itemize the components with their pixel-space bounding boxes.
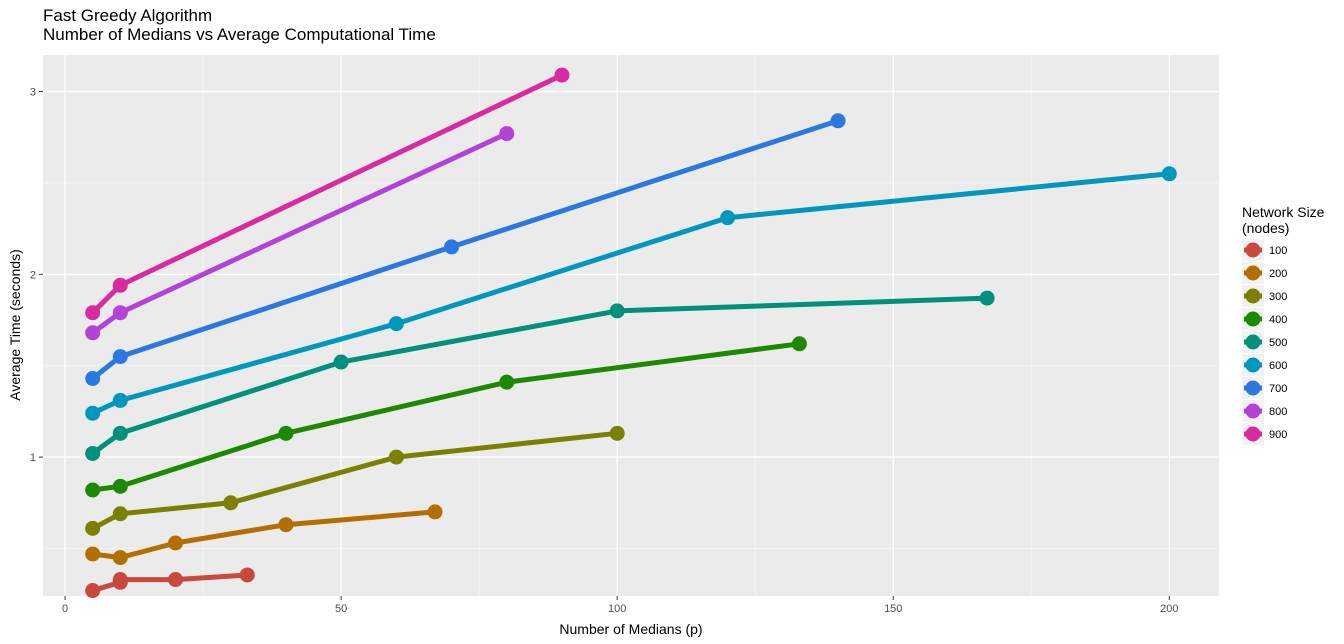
data-point-500 [112,425,128,441]
data-point-900 [112,277,128,293]
data-point-700 [830,113,846,129]
data-point-700 [112,349,128,365]
legend-key-point [1245,242,1261,258]
series-400 [85,336,807,498]
data-point-600 [388,316,404,332]
data-point-300 [112,506,128,522]
legend-key-point [1245,426,1261,442]
data-point-500 [609,303,625,319]
data-point-700 [444,239,460,255]
legend-key-point [1245,334,1261,350]
x-tick-label: 0 [62,603,68,615]
data-point-200 [427,504,443,520]
data-point-500 [85,445,101,461]
data-point-800 [85,325,101,341]
x-tick-label: 150 [884,603,902,615]
data-point-200 [278,517,294,533]
series-200 [85,504,443,566]
legend: Network Size (nodes) 100 200 300 400 500 600 7… [1242,204,1325,445]
legend-label: 900 [1269,429,1287,441]
data-point-200 [112,550,128,566]
data-point-800 [112,305,128,321]
legend-key-point [1245,357,1261,373]
series-700 [85,113,846,387]
legend-label: 300 [1269,291,1287,303]
data-point-300 [388,449,404,465]
data-point-100 [85,583,101,599]
legend-item-700: 700 [1242,377,1287,399]
data-point-800 [499,126,515,142]
data-point-100 [112,572,128,588]
x-tick-label: 200 [1160,603,1178,615]
series-500 [85,290,995,461]
legend-key-point [1245,265,1261,281]
data-point-400 [791,336,807,352]
series-100 [85,567,255,599]
series-600 [85,166,1177,421]
legend-label: 400 [1269,314,1287,326]
chart-subtitle: Number of Medians vs Average Computation… [43,25,436,44]
series-line-700 [91,118,839,381]
y-tick-label: 1 [30,452,36,464]
legend-label: 200 [1269,268,1287,280]
data-point-400 [112,478,128,494]
legend-label: 100 [1269,245,1287,257]
data-point-400 [85,482,101,498]
legend-item-300: 300 [1242,285,1287,307]
data-point-200 [85,546,101,562]
y-tick-label: 3 [30,87,36,99]
legend-key-point [1245,288,1261,304]
data-point-100 [168,572,184,588]
data-point-300 [85,520,101,536]
legend-item-500: 500 [1242,331,1287,353]
data-point-400 [278,425,294,441]
data-point-600 [112,392,128,408]
legend-item-600: 600 [1242,354,1287,376]
legend-key-point [1245,311,1261,327]
data-point-600 [1161,166,1177,182]
y-axis-title: Average Time (seconds) [7,249,23,400]
data-point-700 [85,371,101,387]
data-point-300 [609,425,625,441]
legend-label: 800 [1269,406,1287,418]
data-point-200 [168,535,184,551]
plot-panel [43,55,1219,596]
legend-key-point [1245,403,1261,419]
data-point-500 [979,290,995,306]
axes: 0 50 100 150 200 1 2 3 [30,87,1179,615]
x-tick-label: 50 [335,603,347,615]
legend-item-100: 100 [1242,239,1287,261]
series-900 [85,67,570,321]
x-axis-title: Number of Medians (p) [559,621,702,637]
x-tick-label: 100 [608,603,626,615]
gridlines [43,55,1219,596]
legend-item-200: 200 [1242,262,1287,284]
series-layer [85,67,1177,599]
legend-label: 600 [1269,360,1287,372]
legend-title-line1: Network Size [1242,204,1325,220]
legend-item-400: 400 [1242,308,1287,330]
legend-item-800: 800 [1242,400,1287,422]
data-point-600 [85,405,101,421]
legend-title-line2: (nodes) [1242,220,1289,236]
data-point-500 [333,354,349,370]
series-800 [85,126,515,341]
data-point-900 [85,305,101,321]
y-tick-label: 2 [30,269,36,281]
data-point-300 [223,495,239,511]
legend-label: 700 [1269,383,1287,395]
data-point-600 [720,210,736,226]
data-point-400 [499,374,515,390]
legend-label: 500 [1269,337,1287,349]
chart-title: Fast Greedy Algorithm [43,6,213,25]
series-300 [85,425,625,536]
data-point-100 [239,567,255,583]
legend-key-point [1245,380,1261,396]
data-point-900 [554,67,570,83]
legend-item-900: 900 [1242,423,1287,445]
